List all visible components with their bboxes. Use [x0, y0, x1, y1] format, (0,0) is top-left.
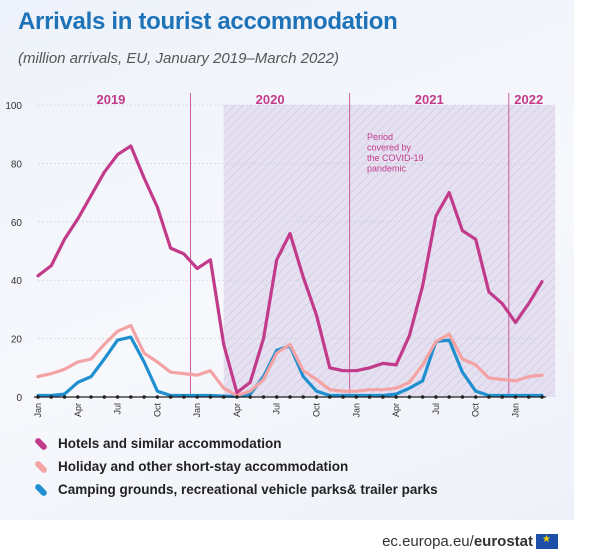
legend-item-hotels: Hotels and similar accommodation	[33, 436, 282, 451]
footer-site: ec.europa.eu/	[382, 533, 474, 550]
year-label: 2020	[256, 92, 285, 107]
x-axis-dot	[460, 395, 465, 399]
x-axis-dot	[208, 395, 213, 399]
x-axis-dot	[434, 395, 438, 399]
year-label: 2019	[96, 92, 125, 107]
x-axis-dot	[381, 395, 385, 399]
x-axis-dot	[221, 395, 226, 399]
legend-swatch-camping	[33, 482, 49, 497]
legend-label-hotels: Hotels and similar accommodation	[58, 436, 282, 451]
x-tick-label: Jul	[272, 403, 282, 415]
footer-brand: eurostat	[473, 533, 533, 550]
x-axis-dot	[526, 395, 531, 399]
x-axis-dot	[500, 395, 505, 399]
x-axis-dot	[288, 395, 292, 399]
x-axis-dot	[248, 395, 253, 399]
x-axis-dot	[394, 395, 398, 399]
x-axis-dot	[420, 395, 425, 399]
x-axis-dot	[540, 395, 544, 399]
x-tick-label: Oct	[312, 403, 322, 418]
x-axis-dot	[407, 395, 412, 399]
x-axis-dot	[513, 395, 518, 399]
x-axis-dot	[447, 395, 451, 399]
x-axis-dot	[301, 395, 306, 399]
series-line-0	[36, 144, 544, 395]
x-axis-dot	[75, 395, 80, 399]
x-axis-dot	[142, 395, 146, 399]
eu-flag-icon	[536, 534, 558, 549]
covid-annotation-line: covered by	[367, 143, 412, 153]
x-tick-label: Jan	[192, 403, 202, 418]
x-axis-dot	[168, 395, 173, 399]
x-tick-label: Jul	[113, 403, 123, 415]
year-label: 2021	[415, 92, 444, 107]
x-axis-dot	[182, 395, 186, 399]
y-tick-label: 80	[11, 159, 23, 170]
x-axis-dot	[487, 395, 491, 399]
x-axis-dot	[235, 395, 239, 399]
year-label: 2022	[514, 92, 543, 107]
legend-swatch-hotels	[33, 436, 49, 451]
x-axis-dot	[36, 395, 40, 399]
chart-subtitle: (million arrivals, EU, January 2019–Marc…	[18, 50, 339, 67]
x-axis-dot	[195, 395, 199, 399]
x-tick-label: Apr	[232, 403, 242, 417]
x-axis-dot	[354, 395, 359, 399]
x-axis-dot	[102, 395, 107, 399]
x-axis-dot	[341, 395, 345, 399]
x-axis-dot	[274, 395, 279, 399]
legend-item-camping: Camping grounds, recreational vehicle pa…	[33, 482, 438, 497]
x-axis-dot	[115, 395, 120, 399]
x-axis-dot	[62, 395, 67, 399]
y-tick-label: 0	[16, 393, 22, 404]
x-tick-label: Jul	[431, 403, 441, 415]
x-tick-label: Oct	[152, 403, 162, 418]
x-axis-dot	[155, 395, 160, 399]
y-tick-label: 20	[11, 335, 23, 346]
legend-label-holiday: Holiday and other short-stay accommodati…	[58, 459, 349, 474]
series-line-1	[36, 323, 544, 398]
footer-source: ec.europa.eu/ eurostat	[382, 533, 558, 550]
legend-label-camping: Camping grounds, recreational vehicle pa…	[58, 482, 438, 497]
x-tick-label: Jan	[33, 403, 43, 418]
x-tick-label: Apr	[391, 403, 401, 417]
x-axis-dot	[367, 395, 372, 399]
y-tick-label: 60	[11, 218, 23, 229]
x-axis-dot	[129, 395, 133, 399]
x-tick-label: Apr	[73, 403, 83, 417]
covid-annotation-line: the COVID-19	[367, 153, 424, 163]
y-tick-label: 40	[11, 276, 23, 287]
covid-annotation-line: Period	[367, 132, 393, 142]
x-tick-label: Oct	[471, 403, 481, 418]
x-axis-dot	[49, 395, 54, 399]
x-axis-dot	[473, 395, 478, 399]
x-axis-dot	[314, 395, 319, 399]
x-axis-dot	[327, 395, 332, 399]
x-axis-dot	[261, 395, 266, 399]
x-tick-label: Jan	[351, 403, 361, 418]
x-tick-label: Jan	[510, 403, 520, 418]
covid-annotation-line: pandemic	[367, 164, 407, 174]
y-tick-label: 100	[5, 101, 22, 112]
x-axis-dot	[89, 395, 93, 399]
chart-title: Arrivals in tourist accommodation	[18, 8, 398, 35]
legend-swatch-holiday	[33, 459, 49, 474]
legend-item-holiday: Holiday and other short-stay accommodati…	[33, 459, 349, 474]
line-chart: 0 20 40 60 80 100 2019 2020 2021 2022 Periodcovere…	[5, 92, 556, 418]
chart-card: Arrivals in tourist accommodation (milli…	[0, 0, 574, 520]
